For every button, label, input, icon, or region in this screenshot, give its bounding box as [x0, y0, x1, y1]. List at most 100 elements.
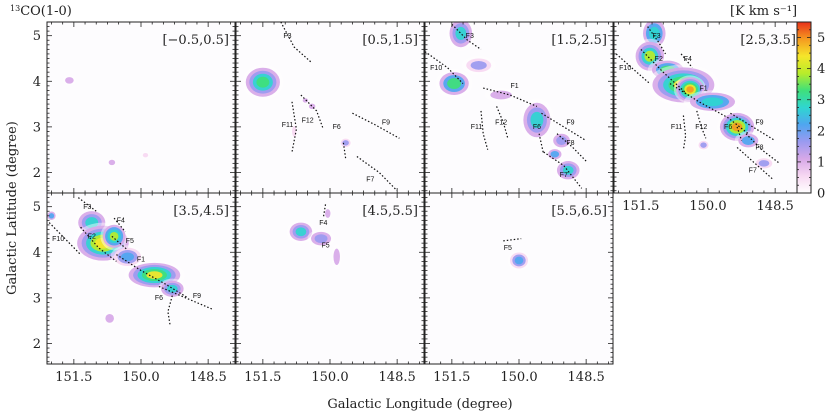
panel-ticks — [236, 21, 424, 193]
filament-label: F10 — [619, 65, 631, 72]
filament-path — [503, 238, 522, 242]
filament-f8: F8 — [556, 133, 587, 162]
filament-label: F2 — [655, 56, 663, 63]
emission-blob — [696, 139, 711, 151]
panel-map: F5 — [503, 238, 531, 271]
emission-contour — [644, 50, 656, 62]
filament-path — [77, 197, 97, 212]
filament-f4: F4 — [680, 53, 693, 68]
emission-blob — [734, 131, 762, 150]
filament-f5: F5 — [321, 243, 329, 250]
emission-blob — [110, 245, 145, 269]
y-tick-label: 4 — [33, 246, 41, 261]
filament-f8: F8 — [745, 133, 780, 164]
panel-background — [47, 22, 235, 193]
panel-ticks — [236, 192, 424, 364]
filament-path — [116, 254, 189, 299]
filament-label: F10 — [52, 236, 64, 243]
emission-blob — [47, 210, 58, 222]
filament-f10: F10 — [425, 51, 464, 85]
filament-f4: F4 — [113, 217, 126, 233]
filament-label: F11 — [671, 124, 683, 131]
velocity-range-label: [−0.5,0.5] — [162, 33, 229, 48]
filament-label: F2 — [88, 234, 96, 241]
emission-blob — [307, 229, 335, 248]
filament-label: F6 — [333, 124, 341, 131]
filament-label: F1 — [699, 85, 707, 92]
filament-path — [342, 142, 347, 159]
y-tick-label: 2 — [33, 337, 41, 352]
emission-contour — [530, 111, 544, 129]
emission-contour — [314, 234, 328, 243]
emission-contour — [146, 271, 163, 279]
filament-path — [113, 217, 126, 233]
filament-path — [158, 285, 213, 310]
filament-label: F11 — [282, 122, 294, 129]
panel: [−0.5,0.5] 2 3 4 5 — [33, 21, 236, 194]
emission-contour — [333, 248, 340, 266]
filament-f9: F9 — [352, 112, 400, 139]
filament-path — [745, 133, 780, 164]
filament-path — [543, 151, 583, 189]
emission-blob — [684, 90, 741, 114]
panel: F3 F10 F1 F11 F12 F9 F6 F8 F7 [1.5,2.5] — [424, 21, 614, 194]
filament-path — [451, 23, 482, 50]
emission-blob — [100, 222, 128, 251]
y-tick-label: 3 — [33, 291, 41, 306]
panel-map: F3 F11 F12 F6 F9 F7 — [242, 22, 400, 192]
panel: F3 F10 F2 F4 F5 F1 F9 F6 [3.5,4.5] 2 3 4 5 151.5 150.0… — [33, 192, 236, 385]
filament-f2: F2 — [640, 48, 687, 94]
filament-path — [696, 110, 707, 139]
filament-label: F1 — [137, 256, 145, 263]
x-tick-label: 151.5 — [55, 370, 92, 385]
panel-ticks — [47, 192, 235, 364]
emission-blob — [141, 151, 150, 159]
filament-f7: F7 — [543, 151, 583, 189]
emission-contour — [325, 209, 331, 218]
emission-blob — [446, 22, 476, 51]
filament-label: F12 — [495, 120, 507, 127]
emission-contour — [109, 231, 119, 241]
filament-label: F5 — [126, 238, 134, 245]
filament-f3: F3 — [451, 23, 482, 50]
filament-f1: F1 — [669, 83, 749, 135]
y-axis-label: Galactic Latitude (degree) — [5, 121, 20, 295]
filament-label: F7 — [366, 177, 374, 184]
filament-f9: F9 — [730, 112, 776, 142]
filament-label: F10 — [430, 65, 442, 72]
emission-contour — [121, 252, 135, 262]
velocity-range-label: [4.5,5.5] — [362, 204, 418, 219]
panel: F3 F11 F12 F6 F9 F7 [0.5,1.5] — [235, 21, 425, 194]
filament-path — [736, 146, 774, 180]
emission-blob — [550, 131, 573, 150]
panel-ticks — [425, 192, 613, 364]
y-tick-label: 3 — [33, 120, 41, 135]
y-tick-label: 5 — [33, 200, 41, 215]
filament-path — [736, 126, 743, 141]
x-tick-label: 150.0 — [689, 199, 726, 214]
filament-label: F3 — [83, 204, 91, 211]
velocity-range-label: [0.5,1.5] — [362, 33, 418, 48]
filament-path — [480, 110, 489, 150]
filament-label: F3 — [466, 33, 474, 40]
emission-blob — [338, 137, 353, 149]
filament-f1: F1 — [116, 254, 189, 299]
filament-f6: F6 — [155, 295, 173, 326]
filament-f12: F12 — [495, 106, 509, 139]
emission-contour — [556, 136, 567, 145]
emission-blob — [519, 98, 554, 142]
colorbar-tick-label: 4 — [817, 62, 825, 77]
emission-contour — [700, 142, 707, 148]
filament-f3: F3 — [280, 22, 313, 64]
emission-contour — [490, 90, 512, 100]
emission-blob — [331, 244, 342, 270]
emission-contour — [48, 213, 55, 219]
filament-f9: F9 — [158, 285, 213, 310]
filament-f9: F9 — [541, 112, 587, 142]
title-superscript: 13 — [10, 4, 20, 13]
filament-label: F12 — [695, 124, 707, 131]
emission-blob — [286, 220, 316, 244]
panel: F5 [5.5,6.5] 151.5 150.0 148.5 — [424, 192, 614, 385]
